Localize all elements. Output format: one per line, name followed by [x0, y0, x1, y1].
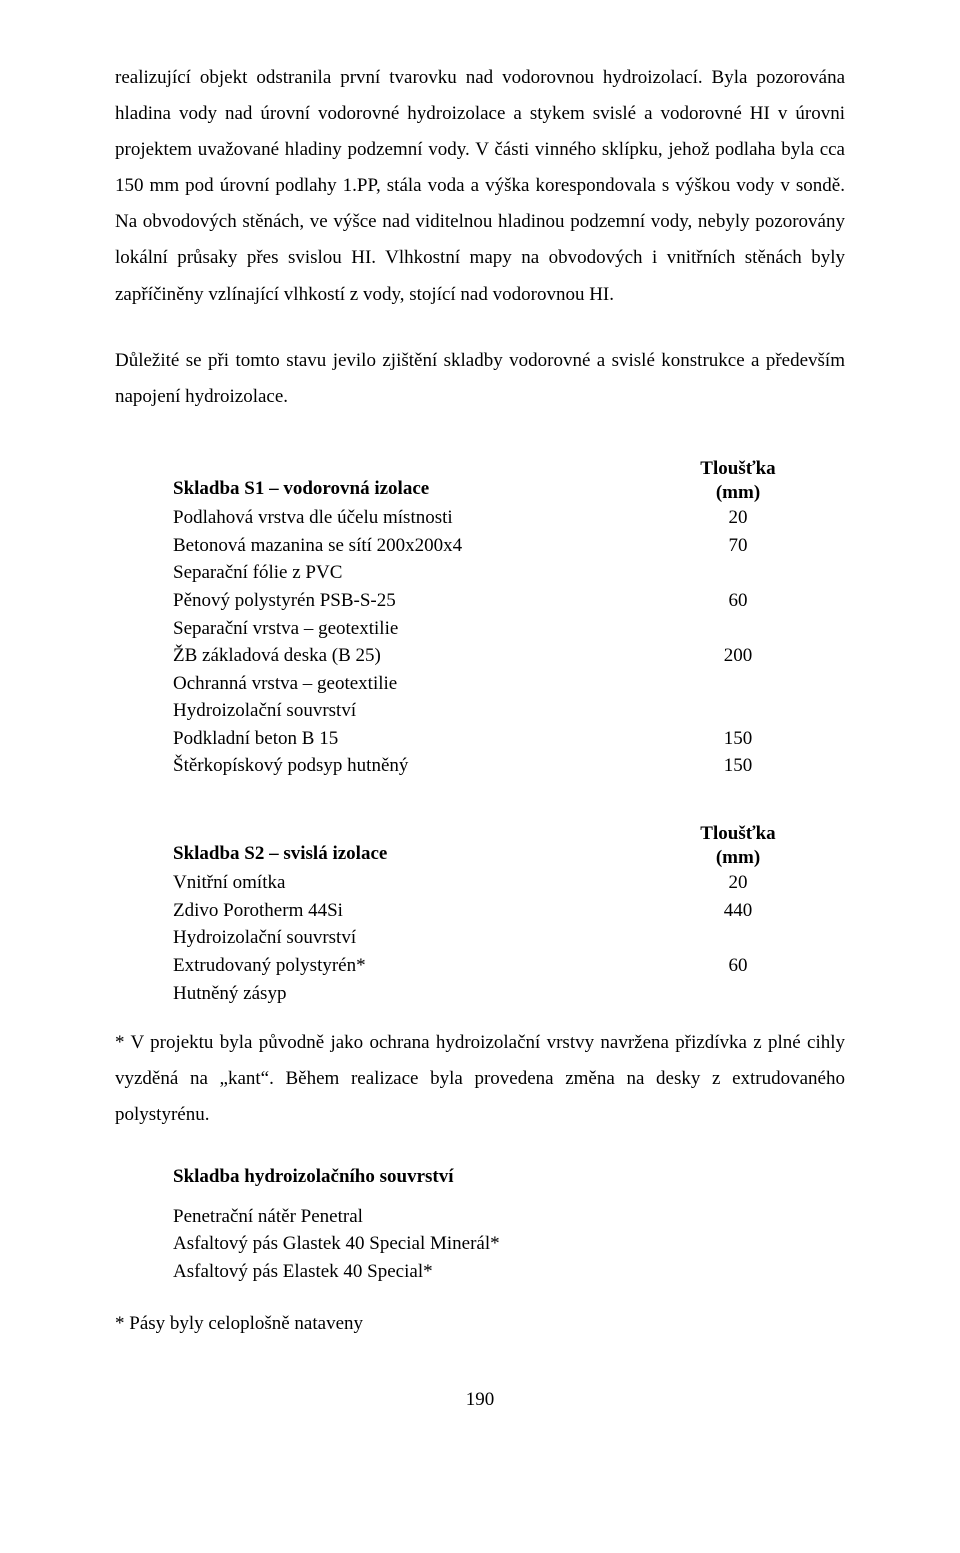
thickness-label-1: Tloušťka [700, 458, 775, 479]
row-value: 70 [683, 532, 793, 560]
row-value: 60 [683, 587, 793, 615]
row-value: 200 [683, 642, 793, 670]
row-label: Hydroizolační souvrství [173, 924, 683, 952]
table-row: Vnitřní omítka20 [173, 869, 793, 897]
table-row: Extrudovaný polystyrén*60 [173, 952, 793, 980]
row-label: Betonová mazanina se sítí 200x200x4 [173, 532, 683, 560]
table-row: Hydroizolační souvrství [173, 697, 793, 725]
table-row: Podlahová vrstva dle účelu místnosti20 [173, 504, 793, 532]
row-value [683, 924, 793, 952]
table-s3-title: Skladba hydroizolačního souvrství [173, 1163, 845, 1191]
row-label: Separační vrstva – geotextilie [173, 615, 683, 643]
row-value [683, 980, 793, 1008]
row-value: 20 [683, 869, 793, 897]
table-row: Zdivo Porotherm 44Si440 [173, 897, 793, 925]
row-value [683, 615, 793, 643]
row-value: 20 [683, 504, 793, 532]
table-row: Asfaltový pás Elastek 40 Special* [173, 1258, 845, 1286]
paragraph-1: realizující objekt odstranila první tvar… [115, 60, 845, 313]
row-value: 150 [683, 725, 793, 753]
table-row: Separační vrstva – geotextilie [173, 615, 793, 643]
row-value: 150 [683, 752, 793, 780]
row-label: Zdivo Porotherm 44Si [173, 897, 683, 925]
table-row: Hutněný zásyp [173, 980, 793, 1008]
footnote-2: * Pásy byly celoplošně nataveny [115, 1306, 845, 1342]
row-label: Štěrkopískový podsyp hutněný [173, 752, 683, 780]
page-number: 190 [115, 1382, 845, 1418]
table-row: Betonová mazanina se sítí 200x200x470 [173, 532, 793, 560]
row-value [683, 670, 793, 698]
row-label: Hutněný zásyp [173, 980, 683, 1008]
row-label: Podlahová vrstva dle účelu místnosti [173, 504, 683, 532]
row-label: Hydroizolační souvrství [173, 697, 683, 725]
table-row: ŽB základová deska (B 25)200 [173, 642, 793, 670]
table-row: Penetrační nátěr Penetral [173, 1203, 845, 1231]
thickness-label-1: Tloušťka [700, 823, 775, 844]
document-page: realizující objekt odstranila první tvar… [0, 0, 960, 1468]
table-s1-title: Skladba S1 – vodorovná izolace [173, 475, 429, 505]
row-value [683, 697, 793, 725]
table-s1: Skladba S1 – vodorovná izolace Tloušťka … [173, 457, 793, 780]
table-row: Asfaltový pás Glastek 40 Special Minerál… [173, 1230, 845, 1258]
table-row: Podkladní beton B 15150 [173, 725, 793, 753]
table-row: Štěrkopískový podsyp hutněný150 [173, 752, 793, 780]
row-label: Extrudovaný polystyrén* [173, 952, 683, 980]
footnote-1: * V projektu byla původně jako ochrana h… [115, 1025, 845, 1133]
table-s1-thickness-header: Tloušťka (mm) [683, 457, 793, 505]
row-label: Separační fólie z PVC [173, 559, 683, 587]
row-label: Pěnový polystyrén PSB-S-25 [173, 587, 683, 615]
row-label: Ochranná vrstva – geotextilie [173, 670, 683, 698]
row-value [683, 559, 793, 587]
table-s2-header: Skladba S2 – svislá izolace Tloušťka (mm… [173, 822, 793, 870]
table-s1-header: Skladba S1 – vodorovná izolace Tloušťka … [173, 457, 793, 505]
paragraph-2: Důležité se při tomto stavu jevilo zjišt… [115, 343, 845, 415]
table-s3: Skladba hydroizolačního souvrství Penetr… [173, 1163, 845, 1285]
table-s2: Skladba S2 – svislá izolace Tloušťka (mm… [173, 822, 793, 1007]
thickness-label-2: (mm) [716, 847, 760, 868]
row-label: Vnitřní omítka [173, 869, 683, 897]
table-row: Separační fólie z PVC [173, 559, 793, 587]
table-row: Hydroizolační souvrství [173, 924, 793, 952]
row-value: 60 [683, 952, 793, 980]
row-label: Podkladní beton B 15 [173, 725, 683, 753]
table-s2-thickness-header: Tloušťka (mm) [683, 822, 793, 870]
row-value: 440 [683, 897, 793, 925]
table-s2-title: Skladba S2 – svislá izolace [173, 840, 387, 870]
table-row: Pěnový polystyrén PSB-S-2560 [173, 587, 793, 615]
row-label: ŽB základová deska (B 25) [173, 642, 683, 670]
thickness-label-2: (mm) [716, 482, 760, 503]
table-row: Ochranná vrstva – geotextilie [173, 670, 793, 698]
